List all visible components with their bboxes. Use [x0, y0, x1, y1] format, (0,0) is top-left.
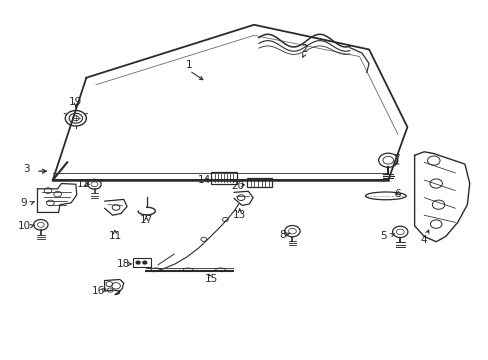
Text: 7: 7 [393, 154, 399, 164]
Text: 17: 17 [140, 215, 153, 225]
Text: 12: 12 [76, 179, 89, 189]
Text: 8: 8 [279, 230, 285, 240]
Text: 9: 9 [20, 198, 27, 208]
Text: 16: 16 [92, 286, 105, 296]
Text: 13: 13 [233, 210, 246, 220]
Text: 2: 2 [301, 45, 307, 54]
Text: 11: 11 [108, 231, 122, 242]
Text: 19: 19 [69, 98, 82, 107]
Text: 10: 10 [18, 221, 31, 231]
Text: 5: 5 [379, 231, 386, 242]
Text: 4: 4 [420, 235, 427, 245]
Text: 1: 1 [186, 60, 192, 70]
Circle shape [136, 261, 140, 264]
Text: 18: 18 [117, 259, 130, 269]
Text: 15: 15 [204, 274, 217, 284]
Text: 14: 14 [197, 175, 210, 185]
Text: 20: 20 [231, 181, 244, 191]
Circle shape [142, 261, 146, 264]
Text: 6: 6 [394, 189, 400, 199]
Text: 3: 3 [23, 165, 30, 174]
